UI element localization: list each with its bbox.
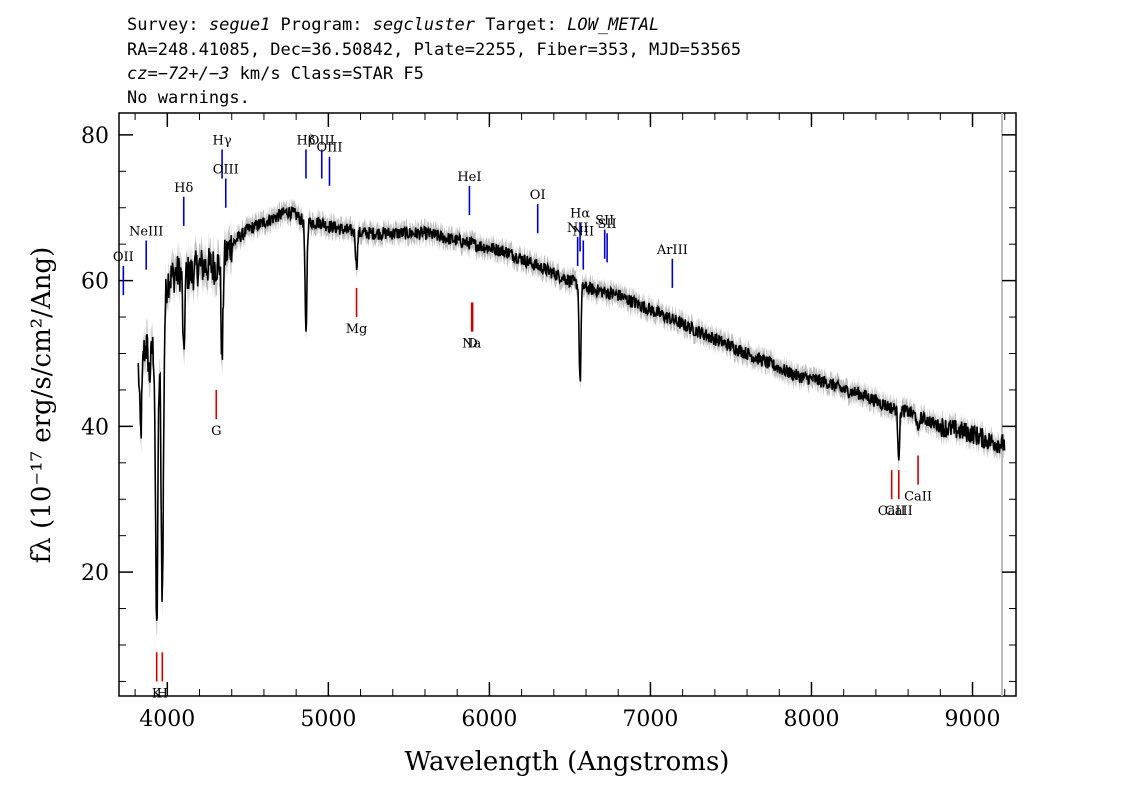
x-tick-label: 4000 bbox=[139, 707, 195, 732]
line-label-g: G bbox=[211, 424, 221, 439]
series-layer bbox=[137, 197, 1006, 637]
line-label-oiii: OIII bbox=[213, 163, 239, 178]
header-line-2: RA=248.41085, Dec=36.50842, Plate=2255, … bbox=[127, 40, 741, 60]
minor-ticks bbox=[119, 113, 1016, 696]
header-target-label: Target: bbox=[475, 15, 567, 35]
header-program-value: segcluster bbox=[373, 15, 476, 35]
x-tick-label: 7000 bbox=[622, 707, 678, 732]
line-label-mg: Mg bbox=[346, 322, 368, 337]
line-label-caii: CaII bbox=[878, 504, 906, 519]
header-survey-value: segue1 bbox=[209, 15, 270, 35]
line-label-k: K bbox=[152, 686, 162, 701]
x-tick-label: 5000 bbox=[300, 707, 356, 732]
line-label-hei: HeI bbox=[457, 170, 481, 185]
line-label-caii: CaII bbox=[904, 490, 932, 505]
x-tick-label: 6000 bbox=[461, 707, 517, 732]
line-label-oii: OII bbox=[113, 250, 134, 265]
line-label-nii: NII bbox=[567, 221, 589, 236]
line-label-neiii: NeIII bbox=[129, 225, 163, 240]
header-line-4: No warnings. bbox=[127, 88, 250, 108]
x-tick-label: 8000 bbox=[783, 707, 839, 732]
line-label-oiii: OIII bbox=[309, 133, 335, 148]
header-cz-label: cz= bbox=[127, 64, 158, 84]
x-axis-label: Wavelength (Angstroms) bbox=[405, 747, 730, 777]
tick-labels: 4000 5000 6000 7000 8000 9000 20 40 60 80 bbox=[81, 124, 1001, 732]
line-label-hβ: Hβ bbox=[297, 133, 316, 148]
header-survey-label: Survey: bbox=[127, 15, 209, 35]
y-tick-label: 40 bbox=[81, 415, 109, 440]
line-label-nii: NII bbox=[572, 225, 594, 240]
header-line-1: Survey: segue1 Program: segcluster Targe… bbox=[127, 15, 659, 35]
header-cz-value: −72+/−3 bbox=[158, 64, 230, 84]
error-band bbox=[138, 197, 1005, 637]
line-label-hδ: Hδ bbox=[174, 181, 193, 196]
y-tick-label: 80 bbox=[81, 124, 109, 149]
line-label-sii: SII bbox=[595, 214, 614, 229]
line-label-h: H bbox=[157, 686, 168, 701]
y-tick-label: 60 bbox=[81, 270, 109, 295]
major-ticks bbox=[119, 113, 1016, 696]
line-label-hα: Hα bbox=[570, 206, 590, 221]
line-label-oiii: OIII bbox=[316, 141, 342, 156]
header-line-3: cz=−72+/−3 km/s Class=STAR F5 bbox=[127, 64, 424, 84]
y-tick-label: 20 bbox=[81, 561, 109, 586]
x-tick-label: 9000 bbox=[945, 707, 1001, 732]
flux-series bbox=[137, 206, 1006, 621]
line-label-ariii: ArIII bbox=[656, 243, 688, 258]
line-label-hγ: Hγ bbox=[213, 133, 232, 148]
line-markers: OIINeIIIHδHγOIIIHβOIIIOIIIHeIOINIIHαNIIS… bbox=[113, 133, 932, 701]
line-label-caii: CaII bbox=[885, 504, 913, 519]
header-target-value: LOW_METAL bbox=[567, 15, 659, 35]
plot-frame bbox=[118, 112, 1017, 697]
line-label-d: D bbox=[467, 337, 477, 352]
line-label-sii: SII bbox=[598, 217, 617, 232]
header-class: km/s Class=STAR F5 bbox=[229, 64, 423, 84]
line-label-oi: OI bbox=[530, 188, 546, 203]
header-program-label: Program: bbox=[270, 15, 372, 35]
line-label-na: Na bbox=[462, 337, 481, 352]
y-axis-label: fλ (10⁻¹⁷ erg/s/cm²/Ang) bbox=[27, 247, 57, 563]
